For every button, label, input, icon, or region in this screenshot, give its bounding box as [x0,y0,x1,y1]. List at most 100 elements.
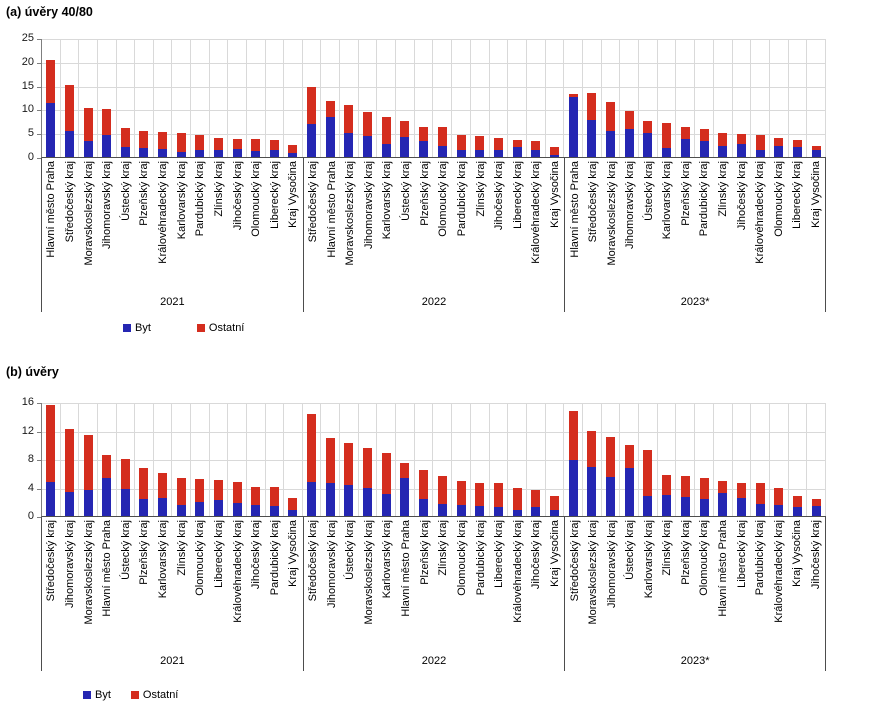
region-label-cell: Hlavní město Praha [714,520,733,653]
region-label: Kraj Vysočina [791,520,804,587]
bar-slot [415,39,434,157]
region-label-cell: Pardubický kraj [695,161,714,294]
region-label: Královéhradecký kraj [511,520,524,623]
stacked-bar [680,126,690,157]
stacked-bar [232,139,242,157]
region-label: Pardubický kraj [194,161,207,237]
segment-byt [158,148,168,157]
bar-slot [247,39,266,157]
region-label-cell: Liberecký kraj [490,520,509,653]
stacked-bar [736,133,746,157]
bar-slot [210,39,229,157]
bar-slot [154,39,173,157]
region-label-cell: Jihočeský kraj [527,520,546,653]
segment-byt [718,492,728,516]
region-label-cell: Liberecký kraj [732,520,751,653]
bar-slot [154,403,173,516]
region-label-cell: Olomoucký kraj [434,161,453,294]
stacked-bar [102,455,112,516]
region-label-cell: Liberecký kraj [266,161,285,294]
bar-slot [658,39,677,157]
y-axis-tick-mark [37,86,41,88]
region-label: Jihomoravský kraj [325,520,338,609]
gridline [302,39,565,40]
segment-ostatni [102,455,112,478]
segment-ostatni [475,482,485,506]
segment-byt [195,149,205,157]
segment-byt [288,510,298,516]
segment-byt [400,478,410,516]
bar-slot [676,39,696,157]
chart-uvery: (b) úvěry 0 4 8 12 16 Středočeský kraj Jihomo… [0,360,892,701]
legend-label: Byt [95,689,111,701]
segment-ostatni [83,108,93,141]
region-label-cell: Kraj Vysočina [546,520,565,653]
region-label: Liberecký kraj [791,161,804,229]
segment-byt [736,143,746,157]
region-label-cell: Středočeský kraj [42,520,61,653]
bar-slot [303,39,322,157]
bar-slot [228,403,247,516]
segment-ostatni [493,138,503,150]
region-label-cell: Ústecký kraj [117,520,136,653]
bar-slot [266,39,285,157]
region-label: Moravskoslezský kraj [82,161,95,266]
segment-ostatni [400,462,410,479]
region-labels-row: Hlavní město Praha Středočeský kraj Moravs… [565,158,825,294]
stacked-bar [158,472,168,516]
region-label-cell: Středočeský kraj [565,520,584,653]
legend-item: Ostatní [130,689,178,701]
stacked-bar [568,93,578,157]
segment-byt [381,143,391,157]
bar-slot [564,39,584,157]
segment-ostatni [587,430,597,467]
segment-ostatni [120,128,130,147]
segment-byt [624,128,634,157]
region-label-cell: Kraj Vysočina [788,520,807,653]
stacked-bar [139,130,149,157]
segment-byt [83,140,93,157]
stacked-bar [587,92,597,157]
bar-slot [191,39,210,157]
region-label-cell: Pardubický kraj [471,520,490,653]
stacked-bar [325,100,335,157]
bar-slot [61,403,80,516]
y-axis-tick-mark [37,403,41,404]
region-label-cell: Zlínský kraj [714,161,733,294]
region-label: Hlavní město Praha [400,520,413,617]
stacked-bar [587,430,597,516]
region-label: Plzeňský kraj [138,161,151,226]
region-label-cell: Zlínský kraj [471,161,490,294]
bar-slot [751,39,770,157]
bar-slot [546,39,565,157]
bar-slot [117,39,136,157]
bar-slot [433,39,453,157]
stacked-bar [718,481,728,516]
region-label-cell: Hlavní město Praha [322,161,341,294]
bar-slot [546,403,565,516]
stacked-bar [64,85,74,157]
gridline [302,110,565,111]
stacked-bar [606,102,616,157]
segment-byt [269,506,279,516]
bar-slot [452,39,471,157]
segment-ostatni [195,478,205,502]
segment-byt [493,506,503,516]
stacked-bar [381,452,391,516]
region-label-cell: Plzeňský kraj [677,161,696,294]
stacked-bar [139,468,149,516]
segment-byt [456,505,466,516]
region-label-cell: Jihočeský kraj [247,520,266,653]
segment-ostatni [363,447,373,489]
segment-byt [736,498,746,516]
segment-byt [437,145,447,157]
region-label: Královéhradecký kraj [231,520,244,623]
y-axis-tick-label: 16 [21,396,34,408]
segment-byt [662,495,672,516]
stacked-bar [344,442,354,516]
stacked-bar [755,483,765,516]
segment-byt [232,503,242,516]
stacked-bar [251,486,261,516]
segment-ostatni [475,135,485,150]
region-label-cell: Ústecký kraj [341,520,360,653]
